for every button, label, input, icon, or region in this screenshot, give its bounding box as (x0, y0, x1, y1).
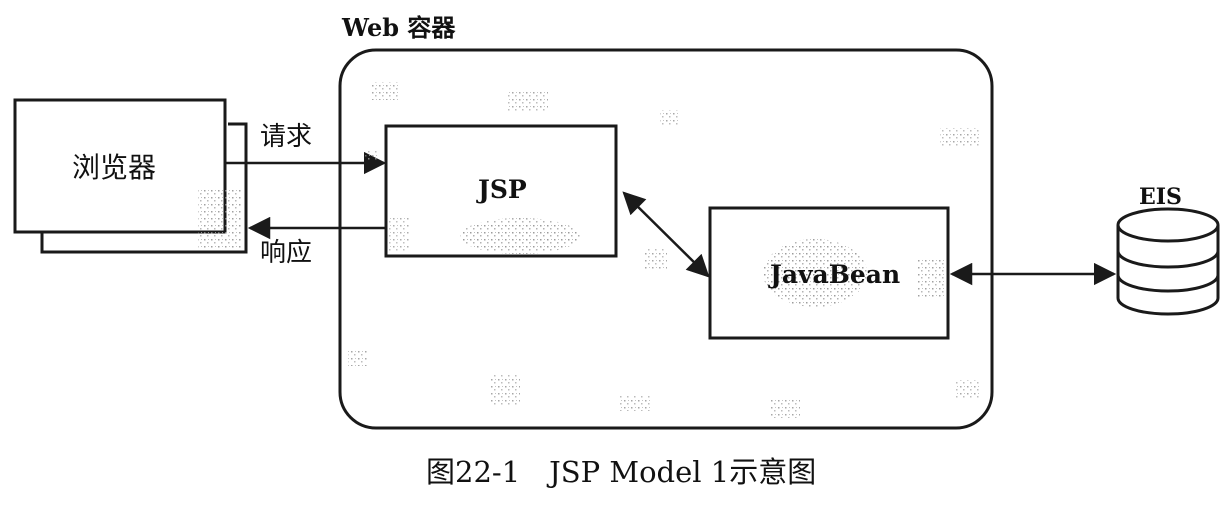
eis-database-icon (1116, 207, 1220, 316)
javabean-label: JavaBean (770, 260, 901, 289)
figure-caption: 图22-1 JSP Model 1示意图 (426, 455, 817, 489)
jsp-shading-left (388, 218, 410, 252)
jsp-shading (460, 218, 580, 254)
javabean-shading (763, 239, 867, 307)
request-label: 请求 (260, 122, 313, 152)
javabean-shading-right (918, 258, 946, 298)
response-label: 响应 (260, 238, 313, 268)
browser-shading (198, 190, 242, 248)
eis-label: EIS (1139, 184, 1182, 210)
browser-label: 浏览器 (72, 151, 157, 184)
browser-shadow-frame (40, 122, 248, 254)
web-container-label: Web 容器 (342, 13, 456, 42)
jsp-label: JSP (478, 175, 527, 204)
container-speckle-noise (348, 82, 980, 418)
jsp-javabean-arrow (622, 191, 710, 278)
javabean-box (708, 206, 950, 340)
browser-box (13, 98, 227, 234)
